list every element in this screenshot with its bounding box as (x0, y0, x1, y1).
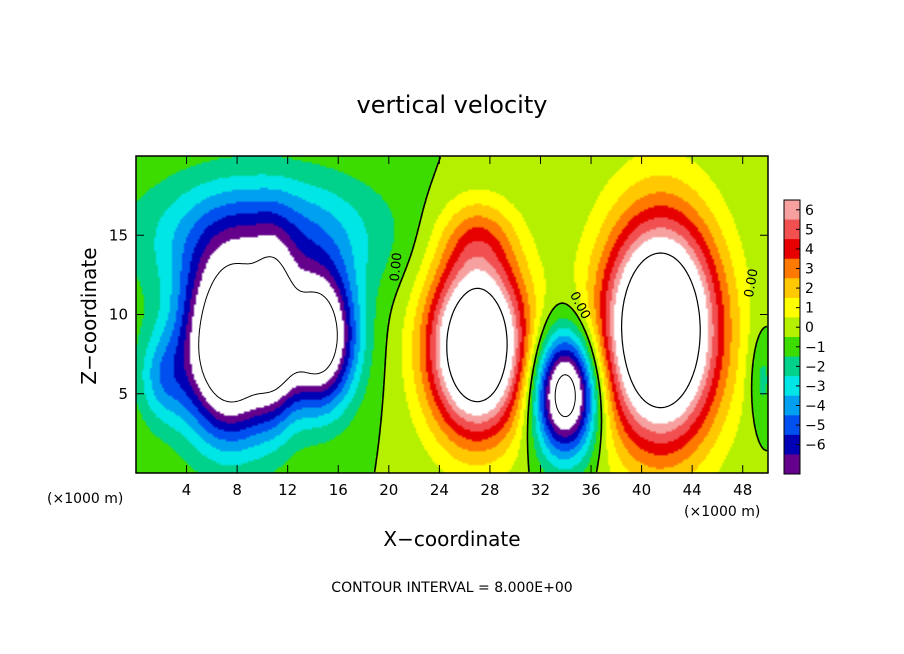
colorbar-swatch (784, 395, 800, 416)
colorbar-swatch (784, 278, 800, 299)
colorbar-label: −5 (805, 418, 826, 434)
x-tick-label: 36 (581, 481, 600, 499)
contour-interval-note: CONTOUR INTERVAL = 8.000E+00 (331, 580, 572, 596)
x-tick-label: 40 (632, 481, 651, 499)
contour-label: 0.00 (388, 252, 406, 282)
y-axis-ticks: 5 10 15 (109, 226, 768, 403)
colorbar-swatch (784, 376, 800, 397)
colorbar-label: −6 (805, 438, 826, 454)
colorbar-swatch (784, 258, 800, 279)
colorbar-swatch (784, 415, 800, 436)
x-tick-label: 48 (733, 481, 752, 499)
colorbar-swatch (784, 219, 800, 240)
colorbar-swatch (784, 317, 800, 338)
colorbar-label: 6 (805, 203, 814, 219)
colorbar-swatch (784, 356, 800, 377)
colorbar-label: 4 (805, 242, 814, 258)
x-units-right: (×1000 m) (684, 504, 760, 520)
x-tick-label: 12 (278, 481, 297, 499)
x-tick-label: 44 (683, 481, 702, 499)
colorbar-swatch (784, 434, 800, 455)
x-tick-label: 24 (430, 481, 449, 499)
contour-positive (446, 252, 701, 409)
y-axis-title: Z−coordinate (77, 247, 101, 384)
colorbar-swatch (784, 454, 800, 475)
x-tick-label: 4 (182, 481, 192, 499)
y-tick-label: 10 (109, 306, 128, 324)
colorbar-label: −3 (805, 379, 826, 395)
contour-labels: 0.000.000.00 (388, 252, 762, 322)
colorbar-swatch (784, 297, 800, 318)
colorbar-label: 2 (805, 281, 814, 297)
y-tick-label: 15 (109, 226, 128, 244)
colorbar-swatch (784, 200, 800, 221)
colorbar-label: 1 (805, 301, 814, 317)
chart-title: vertical velocity (357, 91, 548, 119)
x-tick-label: 8 (232, 481, 242, 499)
colorbar-label: 5 (805, 222, 814, 238)
x-tick-label: 20 (379, 481, 398, 499)
x-tick-label: 28 (480, 481, 499, 499)
contour-zero (373, 156, 768, 473)
colorbar-label: 3 (805, 262, 814, 278)
x-tick-label: 16 (329, 481, 348, 499)
colorbar-label: −1 (805, 340, 826, 356)
colorbar-swatch (784, 239, 800, 260)
contour-label: 0.00 (742, 268, 762, 299)
colorbar-frame (783, 199, 801, 475)
x-tick-label: 32 (531, 481, 550, 499)
colorbar-label: −4 (805, 399, 826, 415)
x-units-left: (×1000 m) (47, 491, 123, 507)
colorbar-label: −2 (805, 359, 826, 375)
colorbar-label: 0 (805, 320, 814, 336)
x-axis-ticks: 4 8 12 16 20 24 28 32 36 40 44 48 (182, 156, 752, 499)
y-tick-label: 5 (118, 385, 128, 403)
plot-area: 0.000.000.00 (135, 155, 769, 474)
colorbar-swatch (784, 337, 800, 358)
contour-lines (198, 156, 768, 473)
colorbar: 6 5 4 3 2 1 0 −1 −2 −3 −4 −5 −6 (783, 199, 826, 475)
x-axis-title: X−coordinate (383, 527, 520, 551)
contour-negative (198, 256, 576, 418)
